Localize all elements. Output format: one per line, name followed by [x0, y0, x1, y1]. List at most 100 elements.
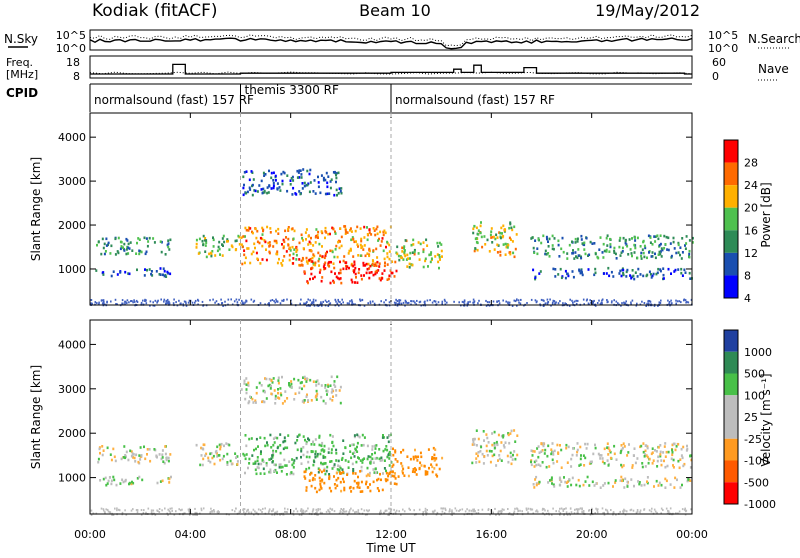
echo-cell — [353, 269, 356, 272]
echo-cell — [256, 190, 259, 193]
echo-cell — [265, 462, 268, 465]
echo-cell — [303, 384, 306, 388]
echo-cell — [665, 450, 668, 454]
echo-cell — [349, 229, 351, 232]
echo-cell — [324, 178, 327, 182]
echo-cell — [303, 181, 306, 185]
echo-cell — [221, 457, 224, 461]
echo-cell — [222, 305, 224, 307]
echo-cell — [261, 237, 264, 241]
echo-cell — [194, 507, 196, 510]
echo-cell — [226, 452, 229, 456]
echo-cell — [671, 453, 674, 457]
echo-cell — [540, 298, 543, 301]
echo-cell — [576, 442, 579, 445]
echo-cell — [325, 231, 328, 234]
echo-cell — [577, 254, 580, 257]
echo-cell — [618, 239, 621, 242]
echo-cell — [150, 270, 153, 273]
echo-cell — [362, 261, 365, 265]
echo-cell — [333, 193, 336, 197]
echo-cell — [657, 267, 660, 271]
echo-cell — [327, 385, 330, 388]
echo-cell — [566, 257, 569, 260]
echo-cell — [311, 510, 314, 513]
echo-cell — [626, 480, 629, 484]
echo-cell — [368, 276, 371, 280]
echo-cell — [631, 254, 633, 258]
echo-cell — [688, 249, 691, 253]
echo-cell — [124, 300, 126, 303]
echo-cell — [272, 186, 275, 190]
echo-cell — [564, 269, 567, 273]
echo-cell — [425, 513, 428, 516]
echo-cell — [289, 246, 292, 250]
echo-cell — [322, 178, 325, 182]
echo-cell — [158, 273, 161, 276]
echo-cell — [122, 480, 125, 484]
echo-cell — [426, 470, 429, 474]
echo-cell — [245, 444, 248, 448]
echo-cell — [315, 228, 318, 231]
echo-cell — [297, 171, 300, 174]
echo-cell — [359, 254, 362, 257]
freq-label-1: Freq. — [6, 56, 33, 69]
echo-cell — [651, 507, 653, 510]
echo-cell — [296, 448, 299, 452]
echo-cell — [493, 444, 496, 447]
echo-cell — [538, 480, 541, 484]
echo-cell — [260, 450, 262, 453]
echo-cell — [326, 301, 328, 303]
echo-cell — [116, 509, 118, 512]
echo-cell — [685, 301, 687, 304]
echo-cell — [648, 270, 651, 274]
echo-cell — [475, 512, 478, 515]
echo-cell — [594, 252, 597, 256]
echo-cell — [479, 450, 482, 453]
echo-cell — [274, 468, 277, 472]
echo-cell — [274, 402, 277, 405]
echo-cell — [406, 455, 409, 458]
echo-cell — [326, 465, 329, 469]
echo-cell — [535, 483, 538, 487]
echo-cell — [309, 304, 311, 307]
echo-cell — [617, 302, 619, 305]
echo-cell — [271, 299, 274, 301]
echo-cell — [324, 384, 327, 387]
echo-cell — [433, 453, 436, 457]
echo-cell — [659, 444, 662, 447]
echo-cell — [619, 510, 621, 513]
echo-cell — [216, 511, 219, 514]
echo-cell — [283, 298, 285, 301]
noise-left-tick-bottom: 10^0 — [56, 42, 86, 55]
echo-cell — [543, 452, 546, 455]
echo-cell — [366, 238, 369, 242]
echo-cell — [481, 245, 484, 249]
echo-cell — [409, 457, 412, 461]
echo-cell — [334, 230, 336, 234]
echo-cell — [639, 245, 642, 248]
echo-cell — [120, 245, 123, 248]
echo-cell — [368, 247, 371, 251]
echo-cell — [680, 447, 683, 451]
echo-cell — [615, 300, 618, 303]
echo-cell — [454, 507, 457, 510]
echo-cell — [354, 511, 356, 514]
echo-cell — [310, 471, 313, 475]
echo-cell — [262, 187, 265, 191]
echo-cell — [253, 448, 255, 452]
echo-cell — [417, 241, 420, 244]
echo-cell — [647, 461, 650, 465]
echo-cell — [568, 243, 571, 247]
echo-cell — [480, 445, 483, 449]
echo-cell — [448, 510, 451, 513]
echo-cell — [204, 244, 207, 247]
echo-cell — [613, 299, 615, 302]
echo-cell — [607, 266, 610, 270]
echo-cell — [323, 467, 326, 471]
echo-cell — [378, 237, 380, 241]
echo-cell — [527, 507, 530, 510]
echo-cell — [336, 276, 339, 280]
echo-cell — [307, 235, 310, 238]
echo-cell — [352, 443, 355, 447]
